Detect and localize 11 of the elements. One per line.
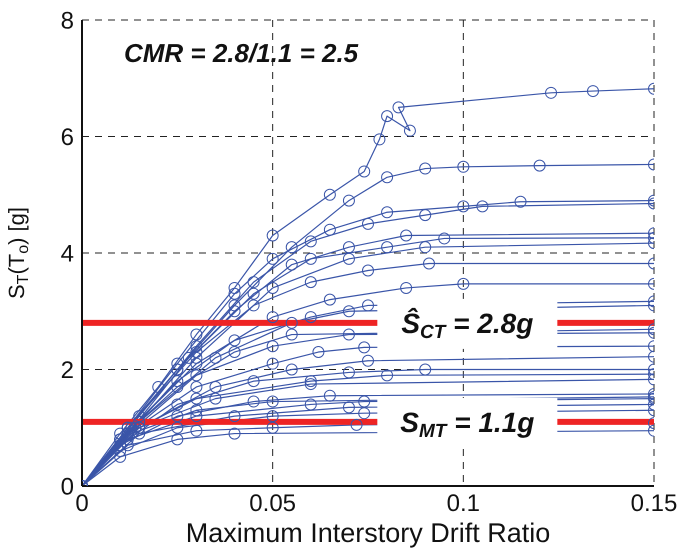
y-tick-label: 4 bbox=[60, 240, 74, 268]
y-tick-label: 8 bbox=[60, 8, 74, 35]
x-tick-label: 0.1 bbox=[446, 490, 480, 518]
annotation: CMR = 2.8/1.1 = 2.5 bbox=[124, 38, 358, 69]
y-tick-label: 6 bbox=[60, 124, 74, 152]
ref-line-label: Ŝ$_{CT}$ = 2.8g bbox=[401, 306, 534, 343]
y-tick-label: 2 bbox=[60, 357, 74, 384]
x-tick-label: 0.15 bbox=[630, 490, 678, 518]
ref-line-label: S$_{MT}$ = 1.1g bbox=[400, 406, 534, 442]
x-tick-label: 0.05 bbox=[249, 490, 296, 518]
x-axis-title: Maximum Interstory Drift Ratio bbox=[186, 518, 550, 548]
